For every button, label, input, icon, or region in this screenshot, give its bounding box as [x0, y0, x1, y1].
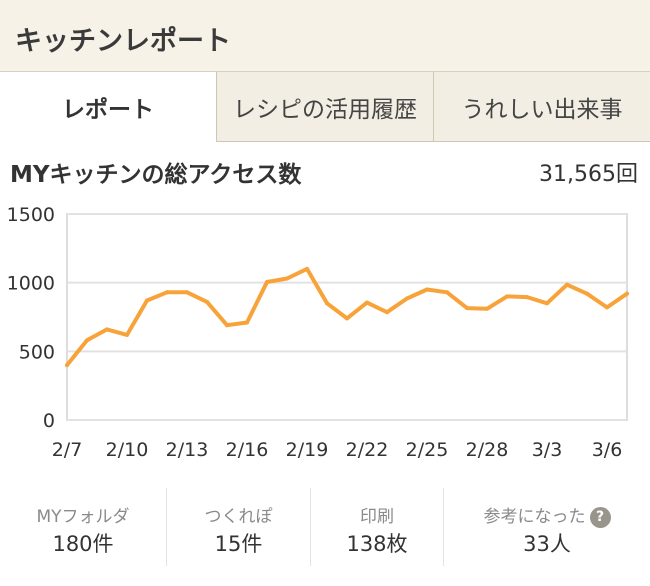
- x-tick-label: 2/13: [166, 439, 209, 461]
- data-point: [225, 323, 229, 328]
- stat-myfolder: MYフォルダ 180件: [0, 488, 166, 586]
- data-point: [625, 291, 629, 296]
- data-point: [265, 279, 269, 284]
- data-point: [405, 296, 409, 301]
- help-icon[interactable]: ?: [589, 506, 611, 528]
- data-point: [345, 316, 349, 321]
- tab-report[interactable]: レポート: [0, 72, 216, 142]
- data-point: [365, 300, 369, 305]
- tab-happy-events[interactable]: うれしい出来事: [433, 72, 650, 142]
- data-point: [85, 338, 89, 343]
- x-tick-label: 2/7: [52, 439, 83, 461]
- divider: [443, 488, 444, 566]
- stat-helpful-label: 参考になった: [483, 507, 586, 527]
- data-point: [125, 332, 129, 337]
- stat-tsukurepo-label: つくれぽ: [204, 507, 273, 527]
- x-tick-label: 2/25: [406, 439, 449, 461]
- tab-bar: レポート レシピの活用履歴 うれしい出来事: [0, 72, 650, 142]
- data-point: [325, 301, 329, 306]
- data-point: [185, 290, 189, 295]
- data-point: [525, 295, 529, 300]
- data-point: [385, 310, 389, 315]
- x-tick-label: 2/19: [286, 439, 329, 461]
- divider: [166, 488, 167, 566]
- stat-tsukurepo-value: 15件: [214, 532, 263, 556]
- data-point: [145, 298, 149, 303]
- tab-recipe-history[interactable]: レシピの活用履歴: [216, 72, 433, 142]
- header: キッチンレポート: [0, 0, 650, 72]
- stat-print-label: 印刷: [360, 507, 394, 527]
- stat-helpful-value: 33人: [523, 532, 571, 556]
- data-point: [305, 266, 309, 271]
- x-tick-label: 2/10: [106, 439, 149, 461]
- data-point: [445, 290, 449, 295]
- y-tick-label: 1500: [7, 204, 55, 226]
- access-total: 31,565回: [539, 162, 638, 187]
- divider: [310, 488, 311, 566]
- x-tick-label: 2/22: [346, 439, 389, 461]
- x-tick-label: 3/6: [592, 439, 623, 461]
- data-point: [485, 306, 489, 311]
- data-point: [165, 290, 169, 295]
- x-tick-label: 2/28: [466, 439, 509, 461]
- data-point: [245, 320, 249, 325]
- data-point: [545, 301, 549, 306]
- stat-tsukurepo: つくれぽ 15件: [167, 488, 310, 586]
- page-title: キッチンレポート: [15, 26, 231, 57]
- y-tick-label: 0: [43, 410, 55, 432]
- data-point: [505, 294, 509, 299]
- x-tick-label: 2/16: [226, 439, 269, 461]
- y-tick-label: 1000: [7, 273, 55, 295]
- access-chart: 0 500 1000 1500 2/7 2/10 2/13 2/16 2/19 2/22 2/25…: [7, 204, 629, 461]
- stat-print: 印刷 138枚: [311, 488, 443, 586]
- data-point: [465, 306, 469, 311]
- data-point: [105, 327, 109, 332]
- data-point: [605, 305, 609, 310]
- stat-print-value: 138枚: [346, 532, 408, 556]
- stat-myfolder-value: 180件: [52, 532, 114, 556]
- data-point: [565, 282, 569, 287]
- data-point: [205, 299, 209, 304]
- stat-myfolder-label: MYフォルダ: [36, 507, 130, 527]
- data-point: [425, 287, 429, 292]
- access-title: MYキッチンの総アクセス数: [10, 162, 302, 188]
- stats-footer: MYフォルダ 180件 つくれぽ 15件 印刷 138枚 参考になった? 33人: [0, 488, 650, 586]
- data-point: [285, 276, 289, 281]
- y-tick-label: 500: [19, 341, 55, 363]
- stat-helpful: 参考になった? 33人: [444, 488, 650, 586]
- x-tick-label: 3/3: [532, 439, 563, 461]
- data-point: [585, 291, 589, 296]
- data-point: [65, 363, 69, 368]
